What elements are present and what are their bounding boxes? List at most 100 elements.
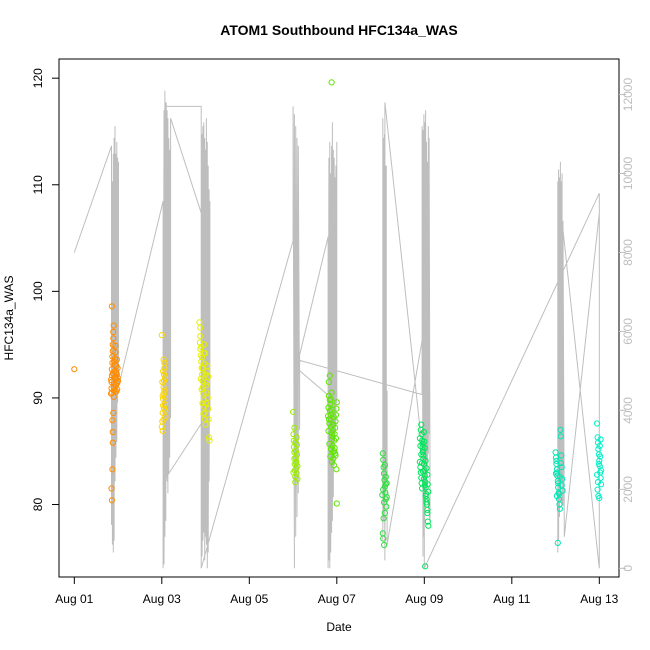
data-point: [294, 463, 301, 470]
data-point: [424, 518, 431, 525]
data-point: [383, 480, 390, 487]
series-6: [416, 421, 432, 570]
altitude-trace-line: [73, 90, 600, 569]
y-tick-label: 110: [31, 175, 45, 194]
data-point: [206, 434, 213, 441]
y-axis: 80 90 100 110 120: [31, 68, 60, 512]
plot-content: [71, 79, 605, 570]
data-point: [422, 492, 429, 500]
y2-tick-label: 6000: [621, 318, 635, 345]
data-point: [108, 389, 116, 396]
data-point: [109, 466, 116, 473]
y-tick-label: 100: [31, 281, 45, 301]
data-point: [417, 442, 424, 449]
data-point: [554, 539, 561, 547]
data-point: [597, 453, 604, 460]
data-point: [557, 459, 564, 467]
data-point: [382, 473, 389, 480]
data-point: [112, 373, 119, 380]
data-point: [290, 408, 297, 415]
x-tick-label: Aug 05: [230, 592, 268, 606]
data-point: [557, 426, 564, 433]
data-point: [333, 466, 340, 473]
y2-tick-label: 8000: [621, 239, 635, 266]
data-point: [160, 368, 167, 375]
data-point: [381, 470, 388, 477]
data-point: [292, 439, 299, 446]
data-point: [294, 475, 301, 482]
data-point: [160, 371, 168, 378]
data-point: [160, 356, 167, 363]
series-3: [290, 408, 301, 486]
data-point: [423, 499, 430, 506]
data-point: [421, 482, 428, 489]
data-point: [381, 541, 388, 549]
data-point: [596, 442, 603, 449]
data-point: [108, 376, 115, 383]
series-1: [158, 332, 169, 435]
data-point: [327, 417, 334, 424]
data-point: [326, 440, 333, 447]
data-point: [424, 509, 431, 517]
data-point: [595, 446, 602, 453]
x-axis-label: Date: [326, 620, 352, 634]
data-point: [330, 421, 337, 428]
data-point: [291, 424, 298, 431]
data-point: [325, 427, 332, 435]
data-point: [203, 382, 210, 389]
data-point: [332, 435, 339, 442]
data-point: [204, 394, 211, 401]
data-point: [425, 522, 432, 529]
data-point: [161, 374, 168, 381]
data-point: [199, 371, 206, 378]
data-point: [290, 431, 297, 438]
data-point: [206, 437, 213, 444]
data-point: [423, 465, 430, 472]
data-point: [110, 328, 117, 335]
data-point: [597, 436, 604, 443]
data-point: [556, 473, 564, 480]
data-point: [110, 335, 117, 342]
data-point: [333, 500, 340, 507]
data-point: [556, 505, 564, 512]
data-point: [381, 462, 388, 469]
data-point: [108, 303, 116, 310]
data-point: [293, 451, 301, 458]
data-point: [109, 417, 116, 424]
data-point: [71, 366, 78, 373]
data-point: [202, 421, 209, 428]
chart-title: ATOM1 Southbound HFC134a_WAS: [220, 22, 458, 38]
data-point: [159, 427, 166, 435]
y-tick-label: 80: [31, 498, 45, 512]
data-point: [161, 401, 168, 408]
data-point: [159, 392, 166, 399]
data-point: [160, 405, 168, 412]
data-point: [204, 362, 211, 370]
data-point: [290, 469, 297, 476]
data-point: [381, 499, 388, 506]
data-point: [325, 392, 332, 399]
data-point: [326, 420, 333, 427]
x-tick-label: Aug 07: [318, 592, 356, 606]
data-point: [419, 459, 426, 467]
y2-tick-label: 4000: [621, 397, 635, 424]
data-point: [205, 405, 212, 412]
data-point: [420, 428, 427, 436]
data-point: [333, 399, 340, 406]
x-tick-label: Aug 11: [493, 592, 530, 606]
data-point: [418, 421, 425, 428]
data-point: [419, 468, 427, 475]
data-point: [205, 373, 212, 380]
y2-tick-label: 2000: [621, 476, 635, 503]
data-point: [422, 563, 429, 570]
data-point: [112, 349, 119, 356]
data-point: [381, 509, 388, 517]
data-point: [379, 450, 386, 457]
data-point: [424, 481, 431, 488]
data-point: [326, 397, 333, 404]
data-point: [424, 506, 431, 513]
data-point: [552, 470, 560, 477]
data-point: [328, 79, 335, 86]
